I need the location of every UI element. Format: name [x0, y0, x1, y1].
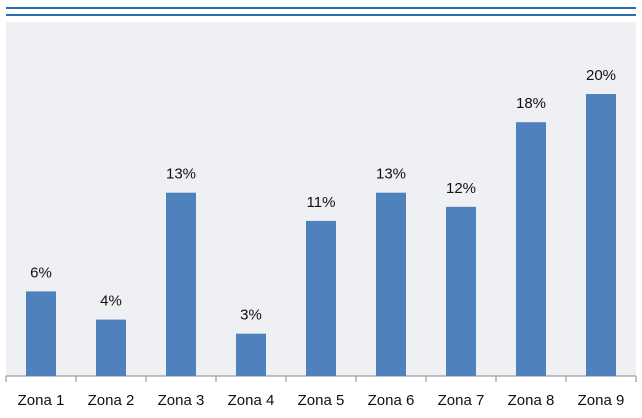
- bar: [166, 192, 196, 376]
- value-label: 11%: [307, 194, 336, 211]
- value-label: 6%: [30, 264, 52, 281]
- value-label: 3%: [240, 307, 262, 324]
- x-tick-label: Zona 5: [298, 392, 345, 409]
- bar: [236, 333, 266, 376]
- x-tick-label: Zona 7: [438, 392, 485, 409]
- bar: [586, 94, 616, 376]
- value-label: 18%: [516, 95, 546, 112]
- x-tick-label: Zona 2: [88, 392, 135, 409]
- x-tick-label: Zona 4: [228, 392, 275, 409]
- value-label: 13%: [166, 166, 196, 183]
- x-tick-label: Zona 3: [158, 392, 205, 409]
- x-tick-label: Zona 1: [18, 392, 65, 409]
- value-label: 20%: [586, 67, 616, 84]
- value-label: 12%: [446, 180, 476, 197]
- bar: [96, 319, 126, 376]
- bar: [306, 220, 336, 376]
- value-label: 13%: [376, 166, 406, 183]
- value-label: 4%: [100, 293, 122, 310]
- bar: [376, 192, 406, 376]
- bar: [446, 206, 476, 376]
- bar: [26, 291, 56, 376]
- x-tick-label: Zona 8: [508, 392, 555, 409]
- x-tick-label: Zona 6: [368, 392, 415, 409]
- x-tick-label: Zona 9: [578, 392, 625, 409]
- bar: [516, 122, 546, 376]
